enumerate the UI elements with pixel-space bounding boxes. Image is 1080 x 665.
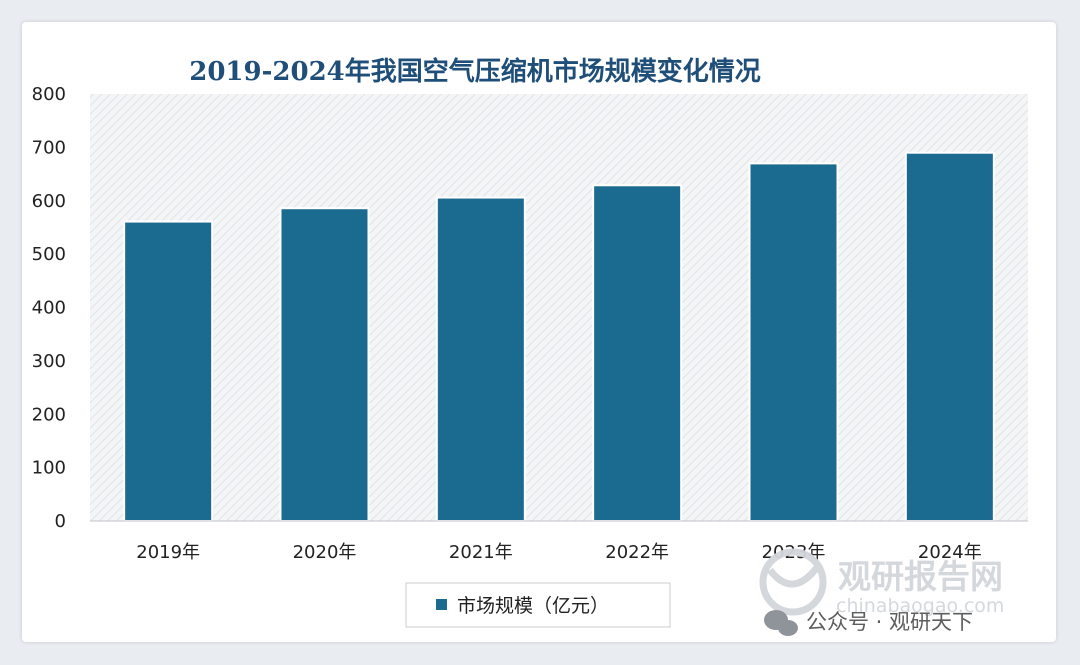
legend-label: 市场规模（亿元）: [457, 595, 609, 617]
y-tick-label: 400: [32, 298, 66, 319]
watermark-url: chinabaogao.com: [836, 595, 1004, 617]
bar: [592, 184, 683, 523]
bar: [748, 162, 839, 522]
bars: [123, 151, 995, 523]
watermark: 观研报告网 chinabaogao.com 公众号 · 观研天下: [759, 548, 1004, 636]
legend-box: [405, 582, 671, 628]
x-tick-label: 2020年: [293, 542, 357, 563]
x-tick-label: 2022年: [605, 542, 669, 563]
y-tick-label: 300: [32, 351, 66, 372]
y-tick-label: 100: [32, 458, 66, 479]
x-axis-ticks: 2019年 2020年 2021年 2022年 2023年 2024年: [136, 542, 981, 563]
y-tick-label: 800: [32, 84, 66, 105]
bar: [279, 207, 370, 522]
wechat-icon: [764, 610, 798, 636]
plot-area: [90, 94, 1028, 521]
y-axis-ticks: 0 100 200 300 400 500 600 700 800: [32, 84, 66, 532]
watermark-wechat: 公众号 · 观研天下: [806, 610, 973, 634]
legend: 市场规模（亿元）: [405, 582, 671, 628]
x-tick-label: 2021年: [449, 542, 513, 563]
bar: [904, 151, 995, 522]
watermark-logo-icon: [759, 548, 827, 616]
x-tick-label: 2024年: [918, 542, 982, 563]
y-tick-label: 500: [32, 244, 66, 265]
y-tick-label: 700: [32, 137, 66, 158]
watermark-brand: 观研报告网: [838, 557, 1003, 596]
bar: [435, 196, 526, 523]
y-tick-label: 200: [32, 404, 66, 425]
x-tick-label: 2019年: [136, 542, 200, 563]
legend-swatch: [436, 599, 447, 610]
chart-title: 2019-2024年我国空气压缩机市场规模变化情况: [189, 56, 761, 87]
y-tick-label: 600: [32, 191, 66, 212]
y-tick-label: 0: [55, 511, 66, 532]
bar: [123, 220, 214, 522]
